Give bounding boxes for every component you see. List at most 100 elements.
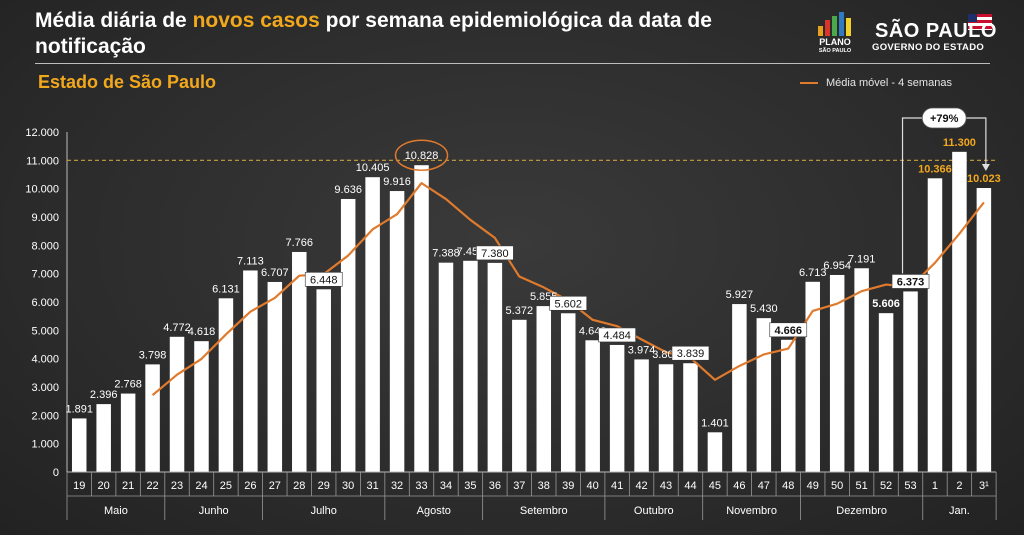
bar: [585, 340, 600, 472]
month-label: Dezembro: [836, 505, 887, 517]
bar: [487, 262, 503, 472]
month-label: Agosto: [417, 505, 451, 517]
x-tick-label: 46: [733, 480, 745, 492]
x-tick-label: 33: [415, 480, 427, 492]
bar: [658, 364, 674, 472]
bar: [609, 344, 625, 472]
y-tick-label: 1.000: [31, 439, 59, 451]
data-label: 7.380: [481, 248, 509, 260]
sp-logo-gov: GOVERNO DO ESTADO: [872, 42, 985, 53]
bar: [829, 274, 845, 472]
data-label: 9.916: [383, 176, 411, 188]
x-tick-label: 37: [513, 480, 525, 492]
bar: [389, 191, 405, 472]
legend-label: Média móvel - 4 semanas: [826, 77, 952, 89]
bar: [878, 313, 894, 472]
x-tick-label: 47: [758, 480, 770, 492]
month-label: Junho: [199, 505, 229, 517]
x-tick-label: 44: [684, 480, 696, 492]
y-tick-label: 10.000: [25, 184, 59, 196]
x-tick-label: 35: [464, 480, 476, 492]
data-label-box: [549, 295, 588, 311]
governo-sp-logo: [968, 14, 992, 30]
bar: [218, 298, 234, 472]
legend-line-swatch: [800, 82, 818, 84]
x-tick-label: 22: [146, 480, 158, 492]
data-label: 6.707: [261, 267, 289, 279]
bar: [952, 151, 967, 473]
data-label: 10.828: [405, 150, 439, 162]
x-tick-label: 28: [293, 480, 305, 492]
x-tick-label: 31: [367, 480, 379, 492]
data-label: 5.606: [872, 298, 900, 310]
bar: [976, 188, 992, 472]
bar: [71, 418, 87, 472]
x-tick-label: 42: [635, 480, 647, 492]
data-label: 10.366: [918, 163, 952, 175]
legend: Média móvel - 4 semanas: [800, 77, 952, 89]
y-tick-label: 9.000: [31, 212, 59, 224]
data-label: 6.448: [310, 274, 338, 286]
y-tick-label: 6.000: [31, 297, 59, 309]
x-tick-label: 26: [244, 480, 256, 492]
data-label-box: [304, 272, 343, 287]
data-label: 3.839: [677, 348, 705, 360]
x-tick-label: 20: [98, 480, 110, 492]
plano-sao-paulo-logo: [818, 12, 851, 36]
x-tick-label: 27: [269, 480, 281, 492]
data-label-box: [671, 345, 710, 361]
bar: [560, 313, 576, 472]
x-tick-label: 36: [489, 480, 501, 492]
bar: [243, 270, 258, 472]
bar: [414, 165, 429, 472]
y-tick-label: 8.000: [31, 240, 59, 252]
x-tick-label: 34: [440, 480, 452, 492]
bar: [683, 363, 698, 472]
bar: [120, 393, 136, 472]
data-label: 10.405: [356, 162, 390, 174]
bar: [267, 281, 283, 472]
bar: [854, 268, 869, 472]
bar: [169, 336, 185, 472]
growth-arrowhead: [981, 164, 990, 172]
bar: [463, 260, 478, 472]
data-label: 4.666: [775, 325, 803, 337]
x-tick-label: 24: [195, 480, 207, 492]
data-label: 4.772: [163, 322, 191, 334]
data-label: 6.954: [823, 260, 851, 272]
data-label: 11.300: [943, 137, 976, 149]
bar: [316, 289, 331, 472]
bar: [903, 291, 918, 472]
data-label: 6.131: [212, 283, 240, 295]
growth-badge-text: +79%: [930, 113, 959, 125]
y-tick-label: 12.000: [25, 127, 59, 139]
x-tick-label: 30: [342, 480, 354, 492]
sp-logo-name: SÃO PAULO: [875, 20, 997, 42]
x-tick-label: 53: [904, 480, 916, 492]
x-tick-label: 1: [932, 480, 938, 492]
chart-subtitle: Estado de São Paulo: [38, 72, 217, 92]
data-label: 1.891: [65, 403, 93, 415]
x-tick-label: 52: [880, 480, 892, 492]
data-label: 6.713: [799, 267, 827, 279]
x-tick-label: 40: [587, 480, 599, 492]
chart-title: Média diária de novos casos por semana e…: [35, 9, 712, 58]
y-tick-label: 5.000: [31, 325, 59, 337]
bar: [781, 339, 796, 472]
data-label: 6.373: [897, 276, 925, 288]
x-tick-label: 29: [318, 480, 330, 492]
data-label: 7.766: [286, 237, 314, 249]
x-tick-label: 41: [611, 480, 623, 492]
data-label: 5.927: [726, 289, 754, 301]
x-tick-label: 2: [956, 480, 962, 492]
data-label: 10.023: [967, 173, 1001, 185]
bar: [927, 178, 943, 472]
y-tick-label: 4.000: [31, 354, 59, 366]
month-label: Jan.: [949, 505, 970, 517]
data-label: 9.636: [334, 184, 362, 196]
data-label: 1.401: [701, 417, 729, 429]
x-tick-label: 39: [562, 480, 574, 492]
bar: [292, 251, 307, 472]
data-label-box: [598, 327, 636, 343]
